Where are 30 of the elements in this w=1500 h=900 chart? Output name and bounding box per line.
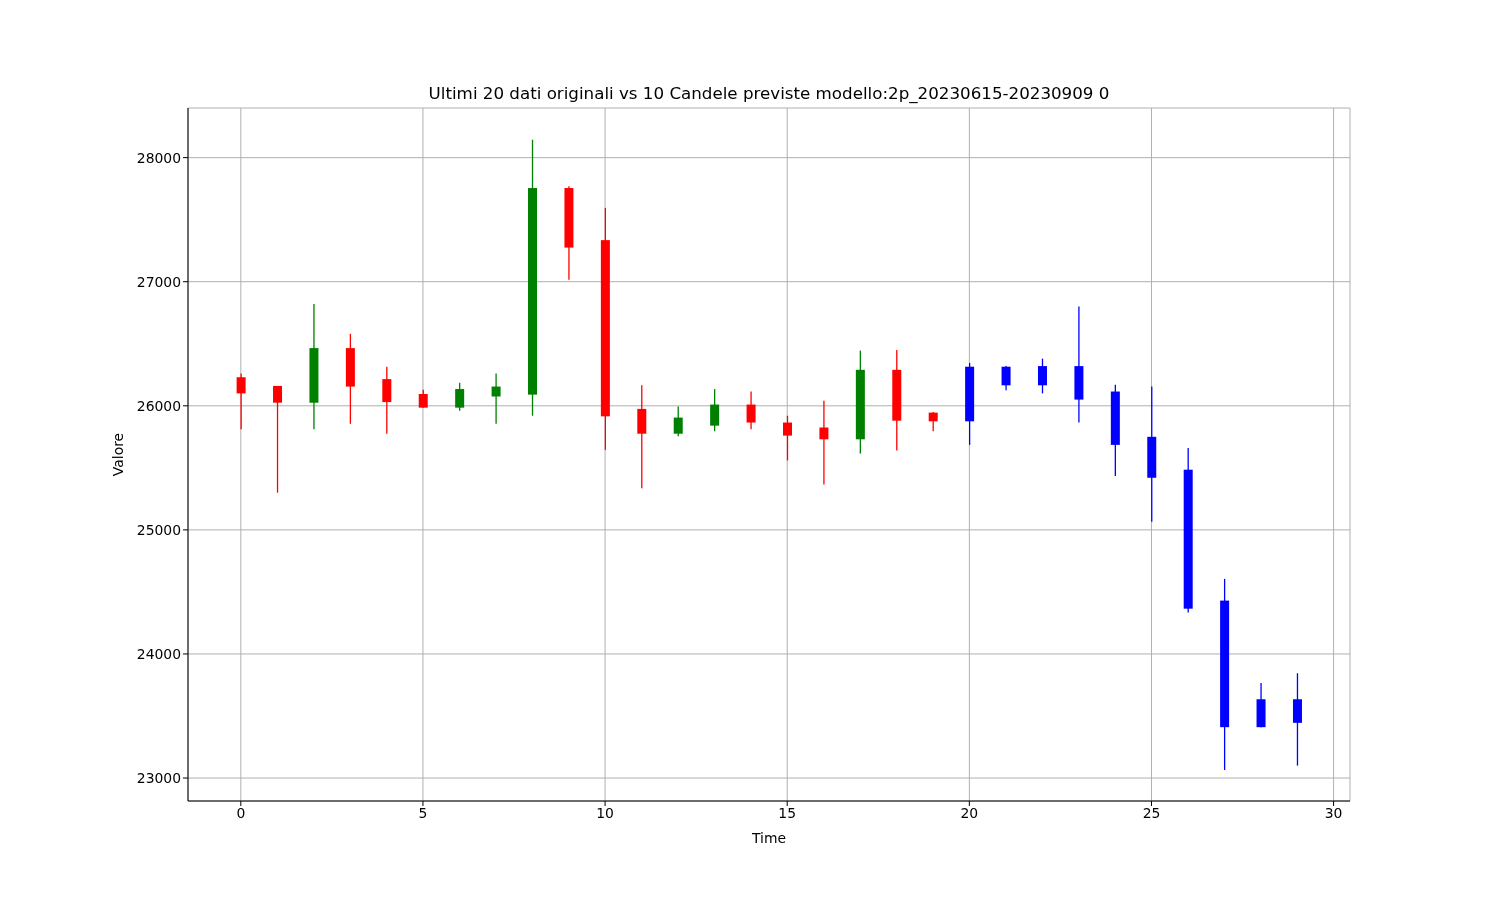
candlestick bbox=[1037, 358, 1047, 395]
x-axis-title: Time bbox=[751, 830, 786, 846]
candlestick bbox=[273, 385, 283, 494]
candlestick bbox=[673, 405, 683, 437]
x-tick-label: 5 bbox=[418, 804, 428, 821]
candlestick bbox=[382, 366, 392, 435]
x-tick-label: 30 bbox=[1324, 804, 1343, 821]
candlestick bbox=[1001, 365, 1011, 391]
y-tick-label: 27000 bbox=[136, 273, 181, 290]
x-tick-label: 20 bbox=[960, 804, 979, 821]
chart-title: Ultimi 20 dati originali vs 10 Candele previste modello:2p_20230615-20230909 0 bbox=[427, 83, 1111, 103]
x-tick-label: 25 bbox=[1142, 804, 1161, 821]
x-tick-label: 10 bbox=[596, 804, 614, 821]
y-tick-label: 26000 bbox=[136, 397, 181, 414]
y-tick-label: 28000 bbox=[136, 149, 181, 166]
y-axis-title: Valore bbox=[109, 432, 126, 477]
x-tick-label: 15 bbox=[778, 804, 797, 821]
candlestick bbox=[819, 400, 829, 486]
candlestick bbox=[1292, 672, 1302, 767]
candlestick bbox=[236, 372, 246, 431]
y-tick-label: 25000 bbox=[136, 521, 181, 538]
candlestick bbox=[746, 390, 756, 431]
candlestick bbox=[783, 415, 792, 462]
candlestick bbox=[710, 388, 720, 432]
y-tick-label: 24000 bbox=[136, 645, 181, 662]
candlestick bbox=[491, 372, 501, 425]
candlestick bbox=[455, 382, 465, 412]
x-tick-label: 0 bbox=[236, 804, 246, 821]
candlestick bbox=[928, 411, 938, 432]
y-tick-label: 23000 bbox=[136, 769, 181, 786]
